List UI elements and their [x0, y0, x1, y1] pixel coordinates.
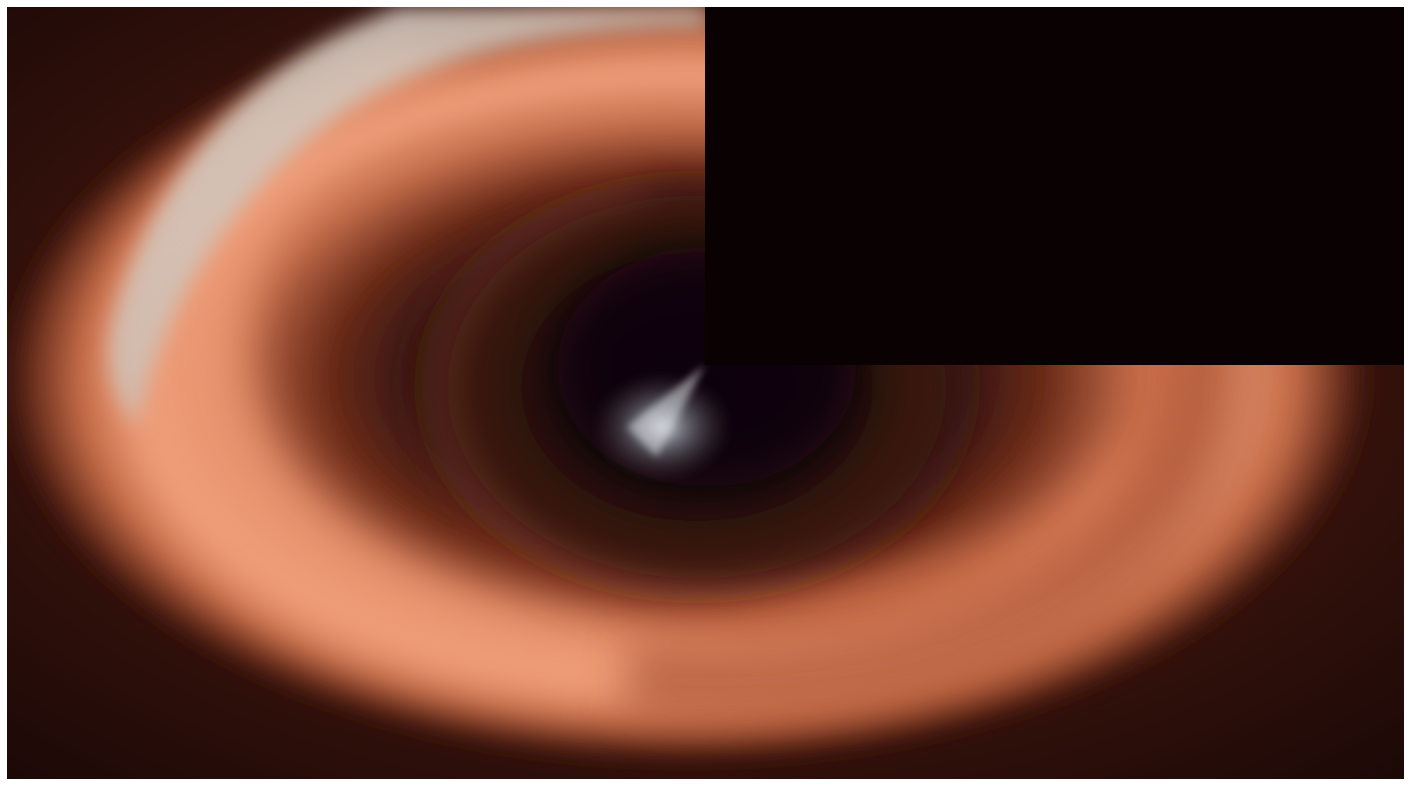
vortex-cut-quadrant-haze — [705, 7, 1404, 365]
vortex-render-view — [7, 7, 1404, 779]
vortex-core-ray — [627, 365, 705, 457]
vortex-image — [7, 7, 1404, 779]
vortex-highlight-streak — [108, 7, 707, 427]
vortex-cut-quadrant — [705, 7, 1404, 365]
